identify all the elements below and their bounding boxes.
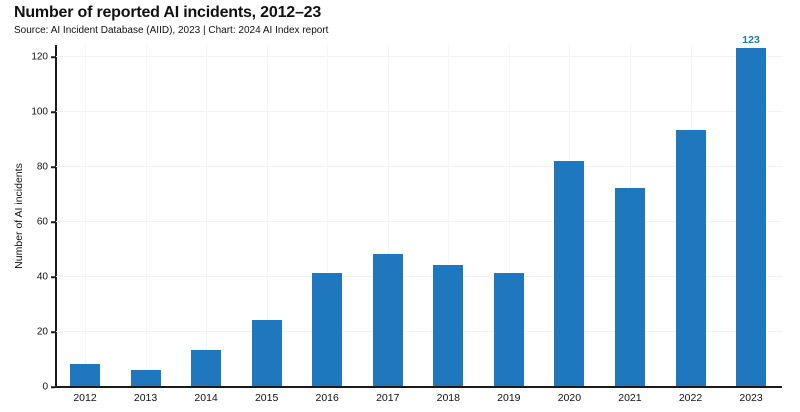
y-tick-label: 20	[36, 326, 48, 338]
x-tick-label-2014: 2014	[194, 392, 218, 404]
bar-2023	[736, 47, 767, 386]
vertical-gridline	[327, 45, 329, 386]
y-tick-label: 120	[31, 51, 48, 63]
vertical-gridline	[145, 45, 147, 386]
y-axis-tick	[51, 276, 55, 278]
x-tick-label-2021: 2021	[618, 392, 642, 404]
bar-2014	[191, 350, 222, 386]
y-axis-tick	[51, 56, 55, 58]
bar-2015	[251, 320, 282, 386]
x-tick-label-2017: 2017	[376, 392, 400, 404]
bar-2020	[554, 160, 585, 386]
bar-2021	[614, 188, 645, 386]
y-axis-tick	[51, 386, 55, 388]
horizontal-gridline	[56, 111, 782, 112]
bar-value-label-2023: 123	[742, 33, 760, 46]
y-axis-tick	[51, 111, 55, 113]
vertical-gridline	[508, 45, 510, 386]
y-tick-label: 80	[36, 161, 48, 173]
chart-title: Number of reported AI incidents, 2012–23	[14, 4, 322, 21]
bar-2012	[70, 364, 100, 386]
y-tick-label: 100	[31, 106, 48, 118]
y-axis-tick	[51, 221, 55, 223]
x-tick-label-2015: 2015	[254, 392, 279, 404]
horizontal-gridline	[56, 276, 782, 277]
horizontal-gridline	[56, 56, 782, 57]
x-axis-line	[55, 386, 782, 388]
y-tick-label: 0	[42, 381, 48, 393]
horizontal-gridline	[56, 221, 782, 222]
vertical-gridline	[85, 45, 86, 386]
x-tick-label-2013: 2013	[133, 392, 158, 404]
bar-2017	[372, 254, 403, 386]
vertical-gridline	[448, 45, 450, 386]
x-tick-label-2023: 2023	[739, 392, 763, 404]
vertical-gridline	[387, 45, 389, 386]
bar-2019	[493, 273, 524, 386]
x-tick-label-2022: 2022	[678, 392, 703, 404]
horizontal-gridline	[56, 166, 782, 167]
chart-source-caption: Source: AI Incident Database (AIID), 202…	[14, 25, 329, 36]
bar-2013	[130, 369, 161, 386]
y-tick-label: 60	[36, 216, 48, 228]
bar-2022	[675, 130, 706, 386]
y-axis-tick	[51, 331, 55, 333]
y-axis-tick	[51, 166, 55, 168]
x-tick-label-2020: 2020	[557, 392, 582, 404]
x-tick-label-2012: 2012	[73, 392, 97, 404]
x-tick-label-2016: 2016	[315, 392, 339, 404]
vertical-gridline	[266, 45, 268, 386]
x-tick-label-2018: 2018	[436, 392, 460, 404]
vertical-gridline	[206, 45, 208, 386]
bar-2016	[312, 273, 343, 386]
horizontal-gridline	[56, 331, 782, 332]
bar-2018	[433, 265, 464, 386]
y-axis-line	[55, 45, 57, 387]
y-tick-label: 40	[36, 271, 48, 283]
x-tick-label-2019: 2019	[497, 392, 521, 404]
